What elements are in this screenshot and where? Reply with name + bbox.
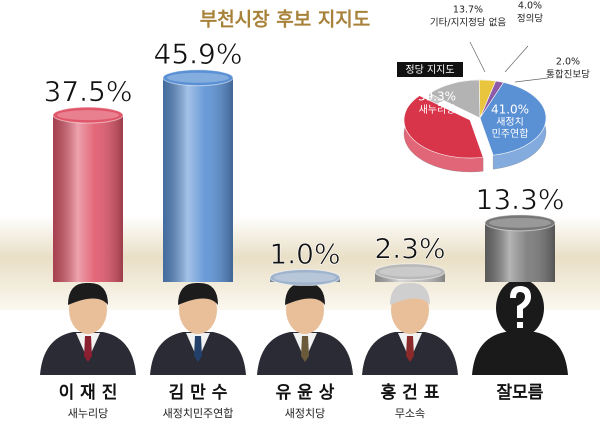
bar-shine (485, 222, 555, 282)
pie-label-box: 새정치 민주연합 (491, 117, 529, 140)
candidate-name: 이 재 진 (59, 383, 118, 403)
pie-title: 정당 지지도 (405, 64, 454, 76)
bar-cap (162, 69, 234, 87)
pie-value-label: 4.0% (518, 1, 542, 12)
candidate-name: 홍 건 표 (381, 382, 440, 403)
value-label: 1.0% (269, 238, 340, 271)
pie-category-label: 정의당 (517, 14, 543, 25)
portrait-hair (285, 282, 325, 305)
bar-cap-shine (379, 266, 441, 277)
pie-slice (403, 95, 484, 159)
portrait-hair (178, 282, 218, 305)
pie-value-label: 41.0% (491, 103, 529, 117)
bar-cap-shine (274, 272, 336, 283)
pie-category-label: 새정치 민주연합 (491, 117, 529, 140)
pie-category-label: 통합진보당 (546, 70, 590, 81)
bar-cap (52, 106, 124, 124)
party-name: 새누리당 (68, 407, 108, 420)
candidate-name: 김 만 수 (169, 383, 228, 403)
party-name: 새정치당 (285, 407, 325, 420)
pie-value-label: 13.7% (453, 5, 483, 16)
party-name: 새정치민주연합 (163, 407, 234, 420)
candidate-name: 잘모름 (497, 382, 544, 403)
bar-shine (163, 77, 233, 283)
pie-value-label: 39.3% (418, 90, 456, 104)
question-icon (510, 286, 531, 328)
bar-cap (374, 263, 446, 281)
portrait-tie (194, 336, 202, 362)
bar-cap (484, 214, 556, 232)
pie-slice (479, 82, 547, 156)
party-name: 무소속 (395, 407, 425, 420)
pie-slice (428, 79, 481, 119)
pie-category-label: 기타/지지정당 없음 (430, 17, 506, 29)
bar-cap (269, 269, 341, 287)
portrait-body (472, 332, 568, 375)
portrait-tie (84, 336, 92, 362)
value-label: 45.9% (154, 38, 243, 71)
chart-title: 부천시장 후보 지지도 (200, 9, 371, 31)
portrait-tie (406, 336, 414, 362)
bar-cap-shine (57, 110, 119, 121)
bar-cap-shine (167, 72, 229, 83)
bar-shine (53, 115, 123, 282)
pie-category-label: 새누리당 (419, 104, 456, 116)
portrait-hair (390, 282, 430, 305)
pie-title-box (397, 62, 463, 77)
leader-line (469, 41, 486, 73)
leader-line (504, 45, 529, 73)
leader-line (514, 77, 549, 83)
bar-cap-shine (489, 217, 551, 228)
value-label: 13.3% (476, 183, 565, 216)
value-label: 2.3% (374, 232, 445, 265)
candidate-name: 유 윤 상 (276, 383, 335, 403)
portrait-tie (301, 336, 309, 362)
pie-value-label: 2.0% (556, 57, 580, 68)
portrait-hair (68, 282, 108, 305)
value-label: 37.5% (44, 75, 133, 108)
portraits (40, 279, 568, 375)
